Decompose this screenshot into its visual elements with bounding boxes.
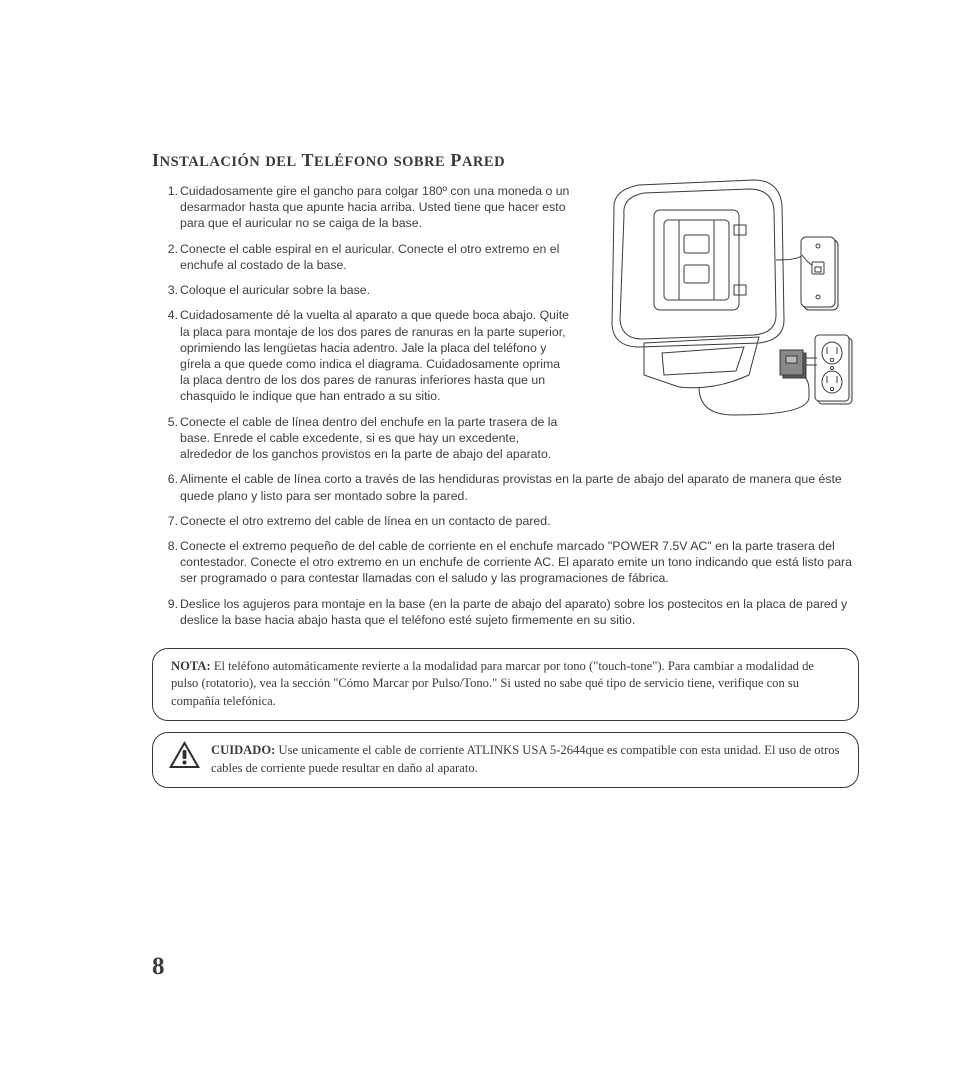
heading-word: INSTALACIÓN: [152, 150, 260, 170]
instruction-step: Cuidadosamente dé la vuelta al aparato a…: [180, 307, 859, 404]
instruction-step: Alimente el cable de línea corto a travé…: [180, 471, 859, 503]
instruction-step: Conecte el cable de línea dentro del enc…: [180, 414, 859, 463]
note-callout: NOTA: El teléfono automáticamente revier…: [152, 648, 859, 721]
instruction-step: Coloque el auricular sobre la base.: [180, 282, 859, 298]
caution-text: Use unicamente el cable de corriente ATL…: [211, 743, 840, 774]
instruction-step: Conecte el extremo pequeño de del cable …: [180, 538, 859, 587]
manual-page: INSTALACIÓN DEL TELÉFONO SOBRE PARED Cui…: [0, 0, 954, 1089]
note-text: El teléfono automáticamente revierte a l…: [171, 659, 814, 708]
heading-word: DEL: [265, 154, 296, 170]
warning-icon: [168, 740, 201, 770]
instruction-step: Conecte el cable espiral en el auricular…: [180, 241, 859, 273]
caution-callout: CUIDADO: Use unicamente el cable de corr…: [152, 732, 859, 788]
heading-word: PARED: [450, 150, 505, 170]
caution-label: CUIDADO:: [211, 743, 275, 757]
instruction-step: Cuidadosamente gire el gancho para colga…: [180, 183, 859, 232]
note-label: NOTA:: [171, 659, 211, 673]
heading-word: TELÉFONO: [301, 150, 388, 170]
instruction-step: Deslice los agujeros para montaje en la …: [180, 596, 859, 628]
page-number: 8: [152, 953, 165, 981]
instruction-step: Conecte el otro extremo del cable de lín…: [180, 513, 859, 529]
heading-word: SOBRE: [394, 154, 446, 170]
